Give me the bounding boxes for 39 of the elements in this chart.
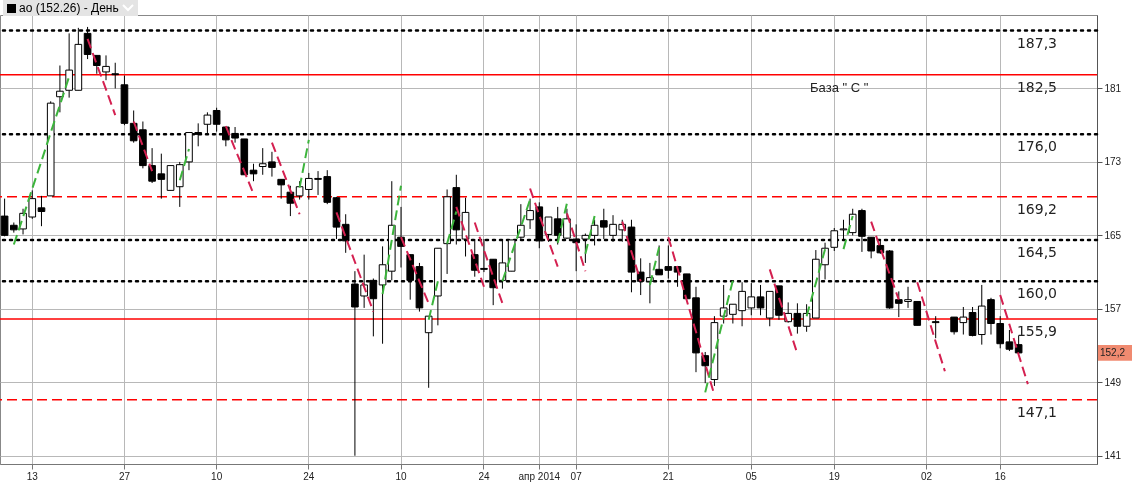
ref-line-label: 160,0 [1016,285,1057,302]
ref-line-label: 182,5 [1016,78,1057,95]
y-tick-label: 173 [1104,156,1122,168]
ref-line-label: 169,2 [1016,200,1057,217]
y-tick-label: 157 [1104,303,1122,315]
candlestick [102,54,110,81]
x-tick-label: 07 [570,470,583,482]
x-tick-label: 02 [920,470,933,482]
x-tick-label: 24 [478,470,490,482]
candlestick [277,178,285,200]
y-tick-label: 141 [1104,450,1122,462]
candlestick [931,315,940,339]
ref-line-label: 164,5 [1016,243,1057,260]
annotation: База " С " [810,79,869,95]
x-tick-label: 24 [303,470,315,482]
y-tick-label: 165 [1104,229,1122,241]
x-tick-label: 10 [211,470,223,482]
text: 152,2 [1100,346,1126,358]
candlestick [37,195,46,227]
candlestick [424,315,433,389]
ref-line-label: 155,9 [1016,322,1057,339]
x-tick-label: 13 [26,470,39,482]
x-tick-label: 21 [662,470,675,482]
x-tick-label: 10 [395,470,407,482]
x-tick-label: апр 2014 [518,470,561,482]
candlestick [111,62,120,89]
chart-title: ао (152.26) - День [19,1,119,15]
ref-line-label: 147,1 [1016,403,1057,420]
ref-line-label: 187,3 [1016,34,1057,51]
candlestick [212,107,221,133]
x-tick-label: 19 [828,470,841,482]
x-tick-label: 27 [118,470,131,482]
x-tick-label: 05 [745,470,758,482]
candlestick [286,185,295,217]
y-tick-label: 181 [1104,82,1122,94]
x-tick-label: 16 [994,470,1007,482]
candlestick [756,284,765,316]
ref-line-label: 176,0 [1016,138,1057,155]
y-tick-label: 149 [1104,376,1122,388]
